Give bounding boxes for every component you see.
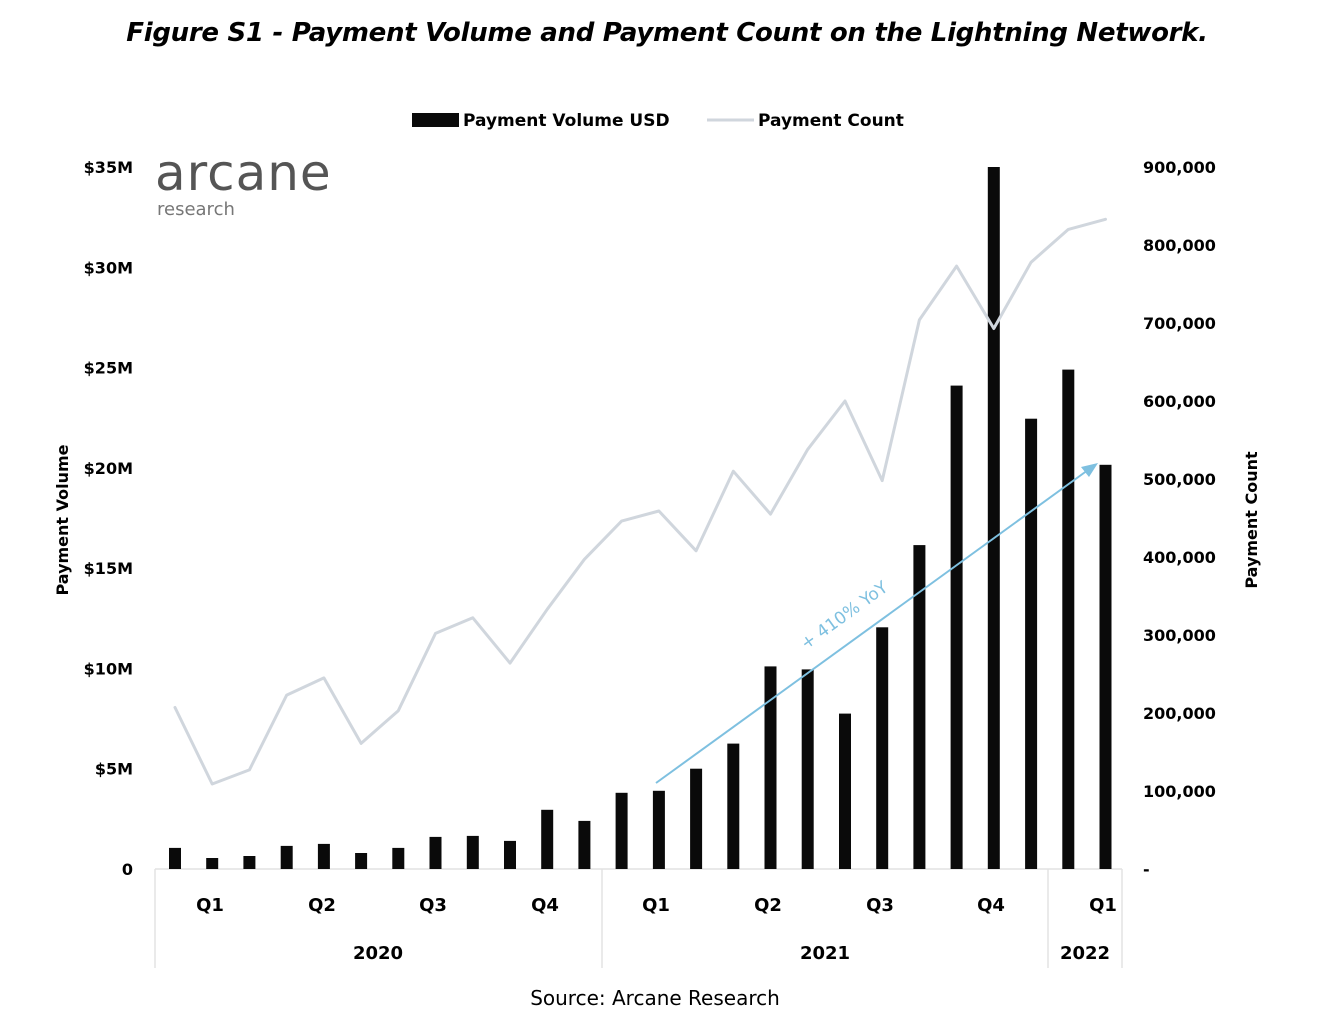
y-axis-title: Payment Volume <box>53 444 72 595</box>
quarter-label: Q2 <box>754 895 782 916</box>
volume-bar <box>876 627 889 869</box>
year-label: 2020 <box>353 943 403 964</box>
y-tick-label: $30M <box>84 258 133 277</box>
volume-bar <box>392 847 405 869</box>
legend: Payment Volume USD Payment Count <box>412 111 904 131</box>
volume-bar <box>727 743 740 869</box>
volume-bar <box>280 845 293 869</box>
legend-label-volume: Payment Volume USD <box>463 111 670 131</box>
volume-bar <box>355 853 368 869</box>
y2-tick-label: 200,000 <box>1143 704 1216 723</box>
y-tick-label: $35M <box>84 158 133 177</box>
volume-bar <box>1099 464 1112 869</box>
volume-bar <box>615 792 628 869</box>
volume-bar <box>504 840 516 869</box>
quarter-label: Q1 <box>1089 895 1117 916</box>
y2-axis-title: Payment Count <box>1242 451 1261 589</box>
quarter-label: Q3 <box>866 895 894 916</box>
source-note: Source: Arcane Research <box>530 986 780 1010</box>
payment-count-line <box>173 217 1107 786</box>
volume-bar <box>429 836 442 869</box>
y2-axis-ticks: - 100,000 200,000 300,000 400,000 500,000 600,… <box>1143 158 1216 879</box>
volume-bar <box>950 385 963 869</box>
y-axis-ticks: 0 $5M $10M $15M $20M $25M $30M $35M <box>84 158 133 879</box>
y-tick-label: $10M <box>84 659 133 678</box>
year-label: 2022 <box>1060 943 1110 964</box>
y-tick-label: 0 <box>122 860 133 879</box>
volume-bar <box>652 790 665 869</box>
volume-bar <box>913 545 926 869</box>
volume-bar <box>466 835 479 869</box>
y-tick-label: $25M <box>84 359 133 378</box>
volume-bar <box>541 809 554 869</box>
quarter-label: Q1 <box>642 895 670 916</box>
volume-bar <box>801 669 814 869</box>
category-axis-frame <box>154 868 1123 968</box>
count-line-layer <box>173 217 1107 786</box>
year-label: 2021 <box>800 943 850 964</box>
y2-tick-label: 700,000 <box>1143 314 1216 333</box>
year-labels: 2020 2021 2022 <box>353 943 1110 964</box>
quarter-label: Q3 <box>419 895 447 916</box>
y2-tick-label: 600,000 <box>1143 392 1216 411</box>
logo-wordmark: arcane <box>155 144 332 202</box>
volume-bar <box>169 847 181 869</box>
volume-bar <box>764 666 777 869</box>
y-tick-label: $20M <box>84 459 133 478</box>
legend-label-count: Payment Count <box>758 111 904 131</box>
y2-tick-label: - <box>1143 860 1150 879</box>
volume-bar <box>690 768 703 869</box>
y-tick-label: $5M <box>95 760 133 779</box>
figure-title: Figure S1 - Payment Volume and Payment C… <box>126 18 1208 48</box>
volume-bar <box>839 713 851 869</box>
volume-bar <box>987 167 1000 869</box>
quarter-label: Q4 <box>531 895 559 916</box>
logo-subtitle: research <box>157 199 235 220</box>
volume-bar <box>243 856 256 869</box>
yoy-arrow-line <box>655 469 1089 784</box>
y2-tick-label: 800,000 <box>1143 236 1216 255</box>
quarter-label: Q2 <box>308 895 336 916</box>
volume-bar <box>578 820 591 869</box>
quarter-label: Q4 <box>977 895 1005 916</box>
volume-bar <box>317 843 330 869</box>
y2-tick-label: 900,000 <box>1143 158 1216 177</box>
y2-tick-label: 300,000 <box>1143 626 1216 645</box>
y2-tick-label: 100,000 <box>1143 782 1216 801</box>
chart: Payment Volume USD Payment Count arcane … <box>53 111 1261 968</box>
volume-bar <box>206 858 219 869</box>
volume-bar <box>1025 418 1038 869</box>
yoy-arrowhead <box>1081 463 1098 477</box>
y-tick-label: $15M <box>84 559 133 578</box>
volume-bar <box>1062 369 1075 869</box>
y2-tick-label: 400,000 <box>1143 548 1216 567</box>
quarter-label: Q1 <box>196 895 224 916</box>
volume-bars <box>169 167 1112 869</box>
quarter-labels: Q1 Q2 Q3 Q4 Q1 Q2 Q3 Q4 Q1 <box>196 895 1117 916</box>
arcane-logo: arcane research <box>155 144 332 220</box>
y2-tick-label: 500,000 <box>1143 470 1216 489</box>
legend-swatch-volume <box>412 113 459 127</box>
